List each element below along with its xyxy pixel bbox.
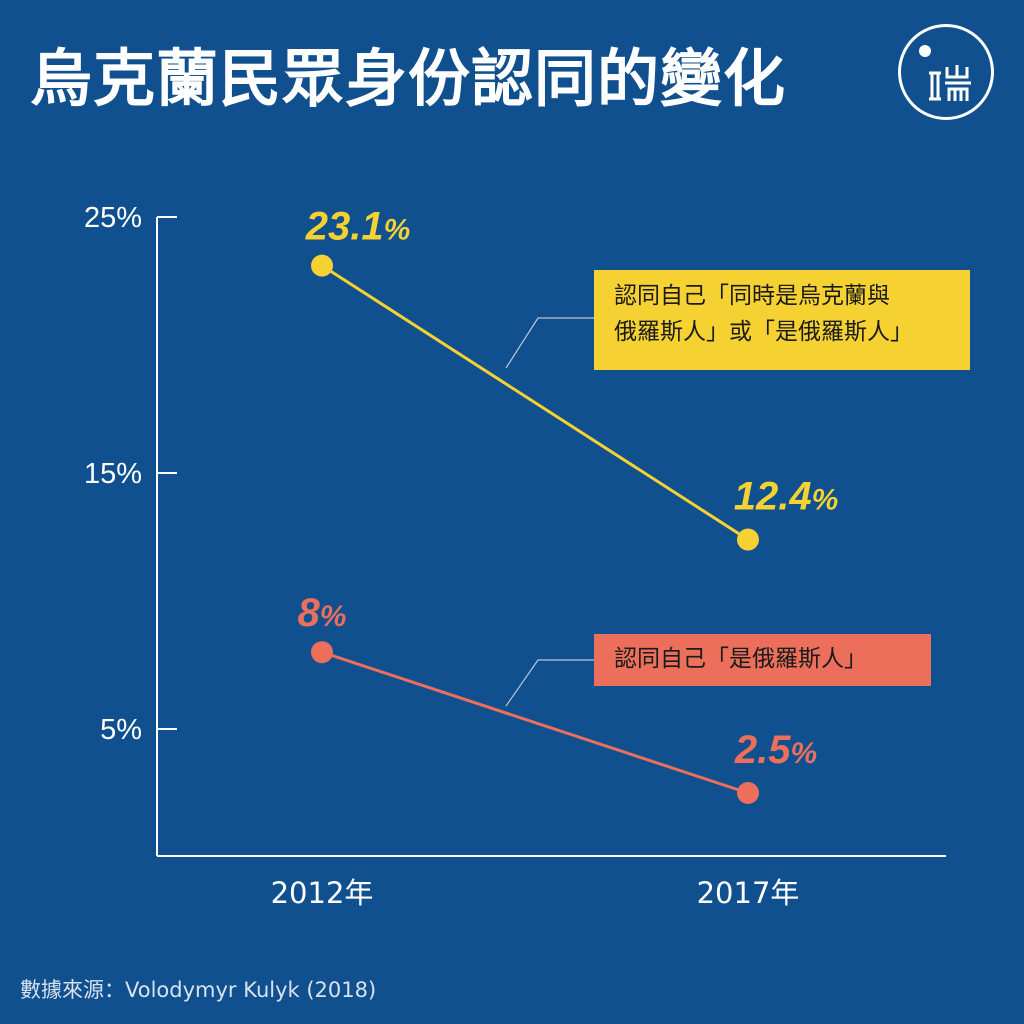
callout-leader-line xyxy=(505,659,594,707)
legend-callout-red: 認同自己「是俄羅斯人」 xyxy=(594,634,931,686)
data-point xyxy=(311,641,333,664)
y-tick-label: 5% xyxy=(100,714,142,746)
callout-leader-line xyxy=(505,317,594,369)
legend-line-1: 認同自己「是俄羅斯人」 xyxy=(614,646,867,672)
data-point xyxy=(737,782,759,804)
data-label: 23.1% xyxy=(305,205,411,249)
source-note: 數據來源：Volodymyr Kulyk (2018) xyxy=(20,978,377,1002)
data-point xyxy=(311,254,333,277)
legend-line-2: 俄羅斯人」或「是俄羅斯人」 xyxy=(614,319,913,345)
x-tick-label: 2012年 xyxy=(271,876,374,910)
data-label: 8% xyxy=(298,591,347,635)
logo-glyph-icon xyxy=(929,65,971,101)
legend-callout-yellow: 認同自己「同時是烏克蘭與 俄羅斯人」或「是俄羅斯人」 xyxy=(594,270,970,370)
series-line xyxy=(321,650,749,795)
legend-line-1: 認同自己「同時是烏克蘭與 xyxy=(614,283,890,309)
data-label: 2.5% xyxy=(734,728,817,772)
publisher-logo xyxy=(898,24,994,120)
series-line xyxy=(321,264,749,541)
page-title: 烏克蘭民眾身份認同的變化 xyxy=(30,42,787,115)
data-label: 12.4% xyxy=(734,475,839,519)
y-tick-label: 25% xyxy=(84,202,142,234)
x-tick-label: 2017年 xyxy=(697,876,800,910)
data-point xyxy=(737,528,759,551)
logo-dot xyxy=(919,45,931,57)
y-tick-label: 15% xyxy=(84,458,142,490)
